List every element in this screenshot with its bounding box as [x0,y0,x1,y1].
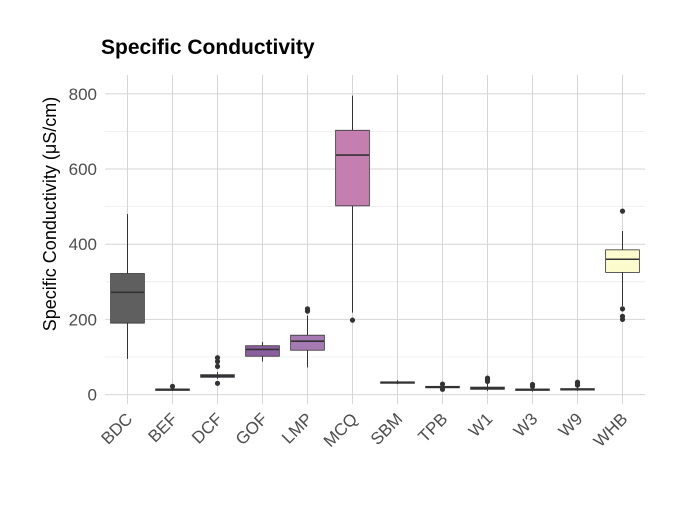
outlier-point [214,355,221,361]
box-group [200,355,235,386]
x-tick-label: SBM [367,409,406,448]
box-group [290,306,325,368]
outlier-point [214,363,221,369]
y-axis-ticks: 0 200 400 600 800 [69,85,97,405]
outlier-point [169,383,176,389]
y-tick-label: 0 [88,386,97,405]
outlier-point [439,386,446,392]
x-tick-label: W9 [555,409,586,440]
box [335,129,370,207]
box [245,345,280,357]
outlier-point [484,375,491,381]
box-group [470,375,505,391]
box-group [155,383,190,391]
chart-title: Specific Conductivity [101,36,315,59]
boxes [110,95,640,392]
x-tick-label: WHB [590,409,631,450]
outlier-point [619,306,626,312]
x-tick-label: DCF [188,409,226,447]
outlier-point [574,379,581,385]
y-tick-label: 600 [69,160,97,179]
box-group [515,381,550,392]
y-tick-label: 400 [69,235,97,254]
x-tick-label: W3 [510,409,541,440]
outlier-point [439,381,446,387]
box [110,273,145,324]
outlier-point [619,313,626,319]
box-group [335,95,370,323]
box-group [425,381,460,392]
box-group [110,214,145,359]
outlier-point [349,317,356,323]
x-tick-label: BEF [145,409,182,446]
x-tick-label: W1 [465,409,496,440]
y-tick-label: 200 [69,310,97,329]
box [290,334,325,351]
y-tick-label: 800 [69,85,97,104]
y-axis-title: Specific Conductivity (μS/cm) [40,97,60,331]
outlier-point [529,381,536,388]
box-group [560,379,595,391]
outlier-point [214,358,221,365]
x-tick-label: MCQ [320,409,361,450]
outlier-point [619,208,626,214]
x-tick-label: LMP [278,409,316,447]
grid-lines [105,75,645,404]
box-group [380,380,415,385]
box-group [245,341,280,362]
box [605,249,640,273]
outlier-point [304,306,311,312]
x-tick-label: GOF [232,409,271,448]
x-tick-label: BDC [98,409,137,448]
x-tick-label: TPB [415,409,452,446]
box-group [605,208,640,322]
x-axis-ticks: BDC BEF DCF GOF LMP MCQ SBM TPB W1 W3 W9 WHB [98,409,632,450]
outlier-point [214,380,221,386]
